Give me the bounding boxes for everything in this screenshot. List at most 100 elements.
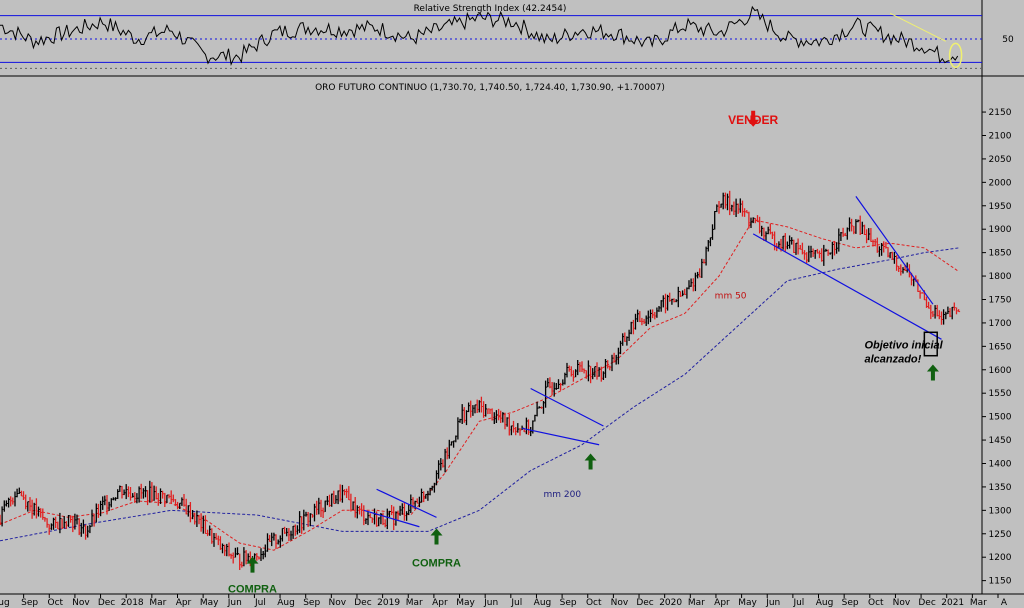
x-tick-label: Sep — [842, 598, 859, 608]
price-bar — [694, 272, 697, 292]
price-bar — [643, 318, 646, 324]
x-tick-label: Sep — [21, 598, 38, 608]
price-bar — [46, 518, 49, 528]
price-bar — [465, 410, 468, 426]
price-bar — [275, 534, 278, 549]
price-bar — [921, 292, 924, 294]
price-bar — [204, 515, 207, 534]
price-bar — [206, 529, 210, 537]
price-bar — [5, 500, 8, 507]
price-bar — [951, 306, 954, 320]
price-bar — [538, 406, 541, 409]
price-bar — [420, 488, 423, 503]
price-bar — [382, 512, 385, 526]
price-bar — [146, 490, 150, 506]
price-bar — [833, 240, 836, 256]
price-bar — [925, 296, 928, 308]
price-bar — [568, 365, 571, 372]
price-bar — [664, 293, 667, 314]
price-bar — [213, 533, 216, 547]
price-bar — [525, 417, 528, 435]
price-bar — [423, 491, 426, 503]
price-bar — [266, 533, 269, 552]
price-bar — [784, 233, 787, 252]
buy-arrow — [926, 364, 939, 381]
x-tick-label: Apr — [432, 598, 448, 608]
x-tick-label: Jun — [765, 598, 780, 608]
x-tick-label: Nov — [329, 598, 347, 608]
price-bar — [256, 553, 259, 561]
price-bar — [803, 250, 806, 260]
price-bar — [855, 219, 858, 234]
price-bar — [429, 487, 432, 496]
price-bar — [746, 210, 749, 214]
price-bar — [756, 215, 759, 223]
price-bar — [600, 366, 603, 382]
rsi-line — [0, 5, 959, 66]
x-tick-label: Mar — [149, 598, 166, 608]
price-bar — [512, 420, 515, 433]
price-bar — [435, 470, 438, 486]
price-bar — [649, 309, 652, 323]
price-bar — [176, 501, 180, 510]
price-bar — [209, 525, 212, 536]
rsi-title: Relative Strength Index (42.2454) — [414, 4, 567, 14]
price-bar — [786, 241, 789, 250]
price-bar — [298, 511, 302, 533]
price-bar — [707, 240, 710, 252]
price-bar — [157, 493, 160, 506]
price-bar — [850, 218, 854, 232]
price-bar — [696, 271, 700, 279]
price-bar — [934, 305, 937, 319]
price-bar — [615, 354, 618, 365]
price-bar — [104, 495, 107, 506]
price-bar — [367, 512, 370, 526]
price-bar — [365, 518, 368, 524]
price-tick-label: 1450 — [989, 436, 1012, 446]
price-bar — [277, 539, 280, 545]
price-bar — [80, 522, 83, 537]
price-bar — [806, 252, 809, 263]
price-bar — [174, 499, 177, 506]
price-bar — [433, 482, 436, 493]
price-bar — [654, 312, 657, 320]
price-bar — [701, 258, 704, 278]
price-bar — [651, 309, 655, 319]
rsi-tick-label: 50 — [1002, 35, 1014, 45]
price-bar — [517, 423, 520, 433]
price-bar — [669, 292, 672, 302]
price-bar — [236, 547, 239, 556]
price-bar — [437, 460, 441, 479]
price-bar — [735, 198, 738, 217]
price-bar — [919, 290, 922, 299]
price-bar — [658, 306, 661, 312]
price-bar — [132, 493, 135, 498]
price-bar — [592, 368, 595, 380]
price-bar — [791, 237, 794, 245]
price-tick-label: 1800 — [989, 272, 1012, 282]
price-bar — [89, 524, 92, 534]
price-bar — [463, 407, 466, 423]
x-tick-label: Oct — [868, 598, 884, 608]
price-bar — [763, 227, 766, 241]
x-tick-label: Sep — [560, 598, 577, 608]
price-bar — [681, 290, 685, 297]
price-tick-label: 1250 — [989, 530, 1012, 540]
price-bar — [594, 366, 597, 377]
buy-arrow — [584, 453, 597, 470]
price-bar — [769, 223, 772, 235]
price-bar — [61, 518, 64, 529]
price-bar — [857, 219, 860, 223]
price-bar — [20, 490, 23, 497]
price-bar — [825, 248, 828, 252]
price-bar — [108, 501, 111, 511]
price-bar — [619, 340, 622, 355]
price-bar — [532, 420, 535, 434]
price-bar — [369, 513, 372, 519]
price-bar — [354, 497, 357, 518]
price-tick-label: 1900 — [989, 225, 1012, 235]
trendlines-layer — [363, 196, 942, 528]
price-tick-label: 1600 — [989, 366, 1012, 376]
price-bar — [450, 441, 453, 446]
price-bar — [142, 488, 145, 499]
